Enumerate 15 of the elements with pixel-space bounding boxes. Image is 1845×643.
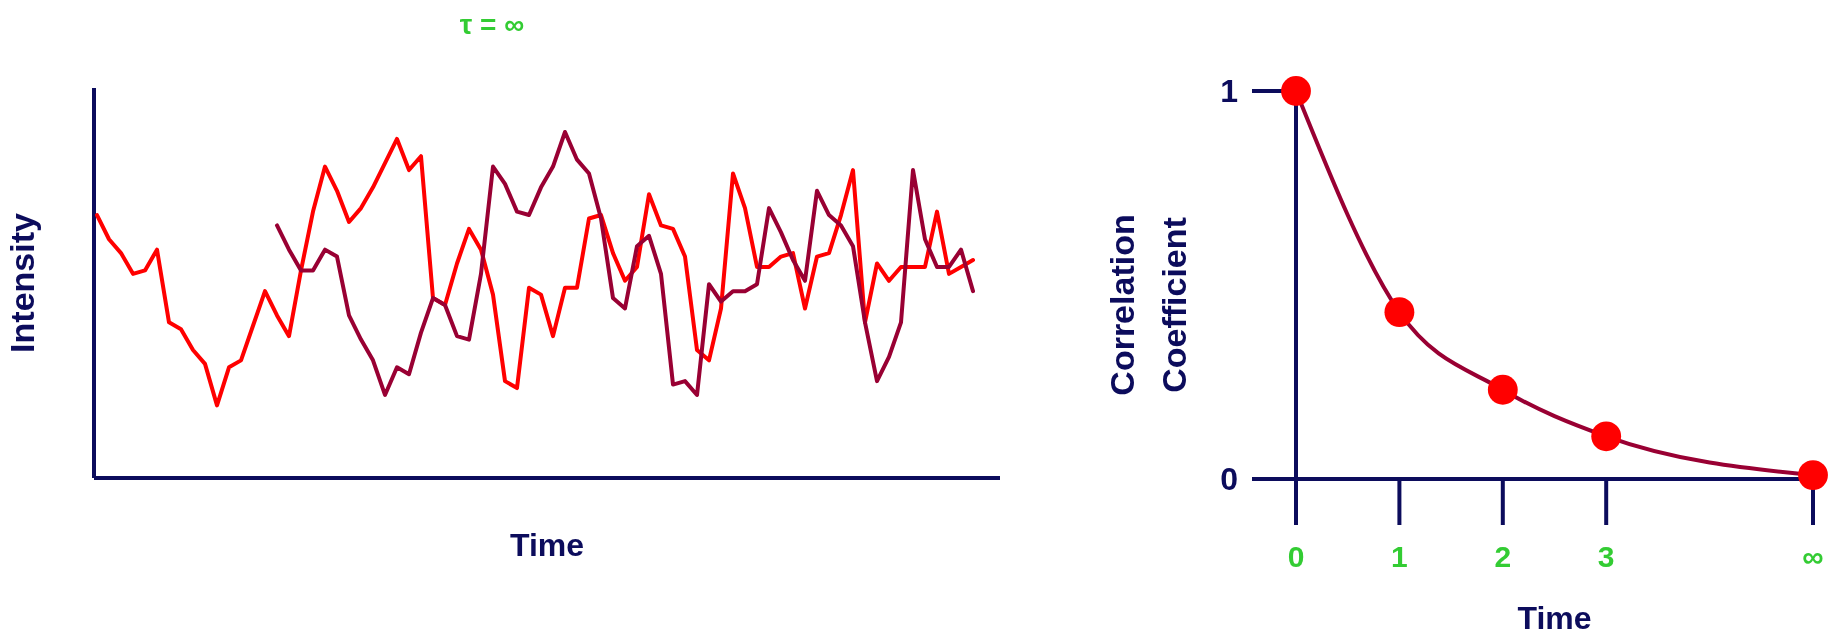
x-tick-label: 1	[1391, 540, 1408, 573]
chart-title: τ = ∞	[459, 9, 525, 40]
point	[1487, 374, 1518, 405]
x-axis-title: Time	[509, 527, 585, 563]
point	[1798, 460, 1828, 491]
x-axis-title: Time	[1517, 600, 1592, 636]
point	[1281, 76, 1311, 106]
point	[1384, 297, 1415, 328]
x-tick-label: 2	[1494, 540, 1512, 573]
y-axis-title: Correlation Coefficient	[1103, 214, 1193, 396]
y-axis-title: Intensity	[3, 213, 41, 353]
point	[1591, 421, 1622, 452]
x-tick-label: 0	[1287, 540, 1305, 573]
x-tick-label: 3	[1597, 540, 1615, 573]
x-tick-label: ∞	[1802, 540, 1824, 573]
